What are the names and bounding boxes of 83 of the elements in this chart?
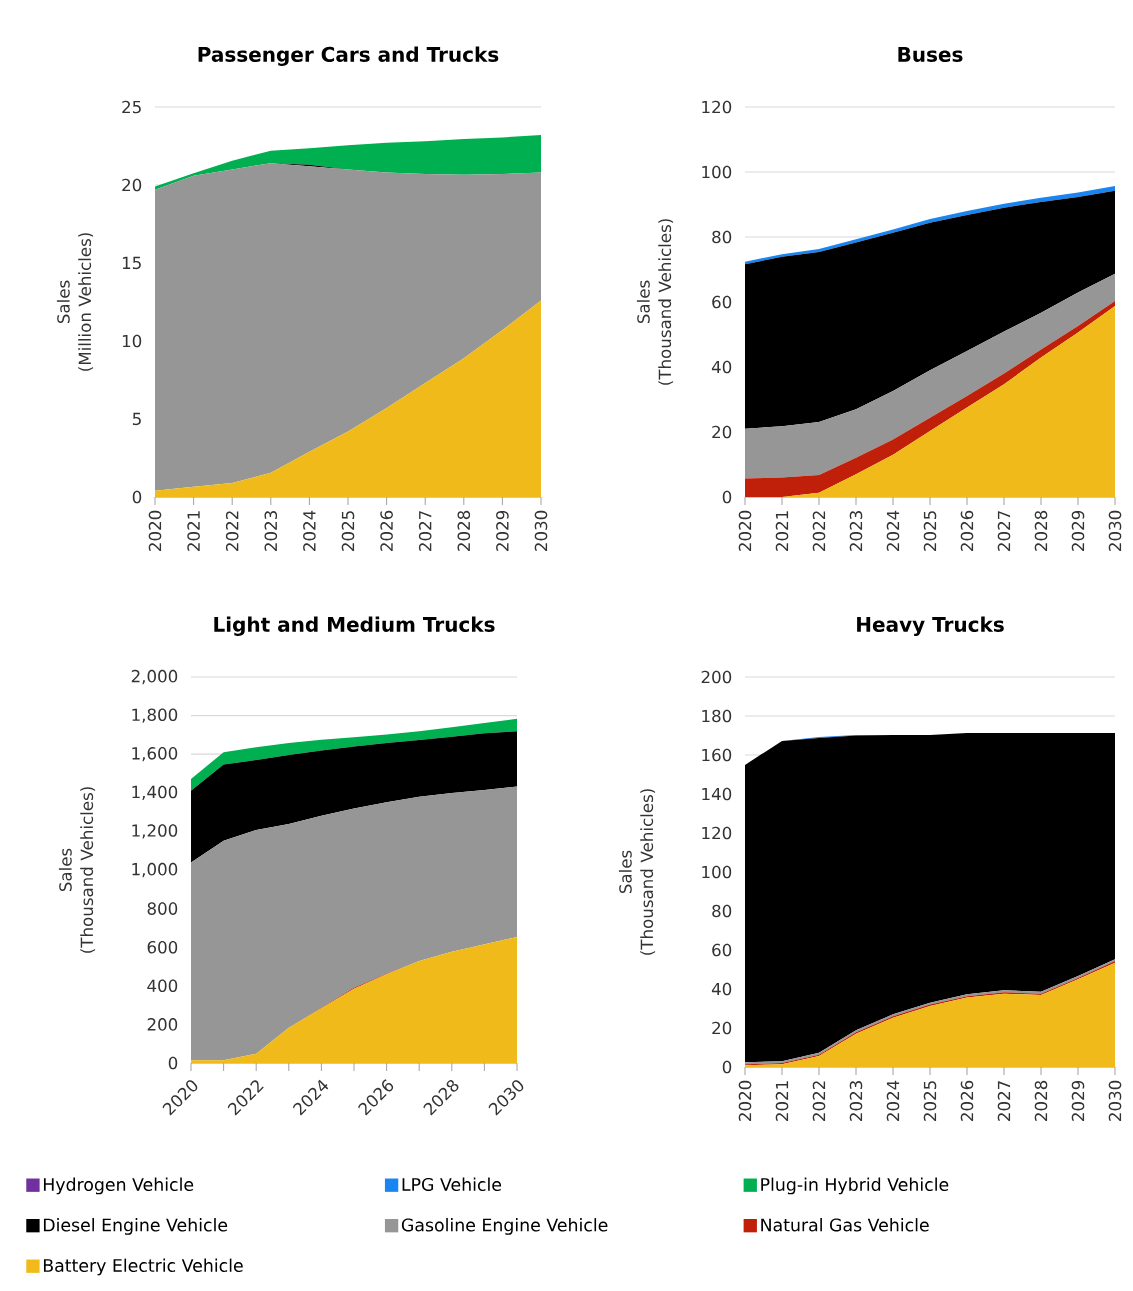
- x-tick-label: 2028: [457, 510, 471, 551]
- x-tick-label: 2027: [418, 511, 432, 551]
- y-tick-label: 100: [702, 165, 732, 179]
- x-tick-label: 2024: [303, 510, 316, 551]
- x-tick-label: 2027: [997, 511, 1011, 551]
- y-tick-label: 80: [712, 904, 732, 918]
- x-tick-label: 2023: [264, 511, 278, 551]
- legend-label: Natural Gas Vehicle: [761, 1218, 929, 1232]
- y-tick-label: 1,800: [132, 708, 178, 723]
- y-tick-label: 40: [711, 360, 732, 374]
- y-tick-label: 0: [168, 1056, 178, 1070]
- x-tick-label: 2030: [1108, 1080, 1122, 1121]
- x-tick-label: 2026: [960, 510, 974, 551]
- x-tick-label: 2027: [997, 1081, 1011, 1121]
- x-tick-label: 2023: [849, 511, 863, 551]
- x-tick-label: 2028: [1034, 510, 1048, 551]
- x-tick-label: 2025: [923, 511, 937, 551]
- x-tick-label: 2030: [534, 510, 548, 551]
- x-tick-label: 2022: [812, 511, 826, 551]
- x-tick-label: 2029: [496, 510, 509, 551]
- x-tick-label: 2022: [812, 1081, 826, 1121]
- y-tick-label: 40: [711, 982, 732, 996]
- y-tick-label: 2,000: [131, 669, 178, 685]
- y-tick-label: 0: [722, 1060, 732, 1074]
- x-tick-label: 2021: [775, 511, 789, 551]
- x-tick-label: 2025: [923, 1081, 937, 1121]
- x-tick-label: 2024: [886, 1080, 900, 1121]
- x-tick-label: 2024: [886, 510, 900, 551]
- x-tick-label: 2022: [225, 511, 239, 551]
- y-tick-label: 200: [147, 1018, 178, 1031]
- x-tick-label: 2029: [1071, 510, 1085, 551]
- y-tick-label: 0: [722, 490, 732, 504]
- chart-title: Buses: [898, 47, 963, 62]
- y-tick-label: 1,200: [132, 824, 178, 839]
- x-tick-label: 2021: [187, 511, 200, 551]
- y-tick-label: 20: [712, 1021, 732, 1035]
- legend-label: Hydrogen Vehicle: [43, 1177, 194, 1195]
- y-axis-title: Sales (Million Vehicles): [56, 233, 94, 371]
- legend-label: Battery Electric Vehicle: [43, 1258, 243, 1276]
- y-axis-title: Sales (Thousand Vehicles): [636, 219, 674, 385]
- x-tick-label: 2023: [849, 1081, 863, 1121]
- x-tick-label: 2026: [960, 1080, 974, 1121]
- legend-label: Gasoline Engine Vehicle: [401, 1218, 608, 1235]
- y-tick-label: 160: [702, 748, 732, 762]
- x-tick-label: 2029: [1071, 1080, 1085, 1121]
- y-tick-label: 100: [702, 865, 732, 879]
- y-tick-label: 60: [712, 295, 732, 309]
- y-tick-label: 600: [147, 940, 178, 954]
- y-tick-label: 180: [702, 709, 732, 723]
- y-tick-label: 10: [122, 334, 142, 348]
- y-tick-label: 20: [122, 178, 142, 192]
- y-axis-title: Sales (Thousand Vehicles): [618, 789, 656, 955]
- x-tick-label: 2020: [148, 510, 162, 551]
- y-tick-label: 1,400: [132, 785, 178, 800]
- y-tick-label: 80: [712, 230, 732, 244]
- x-tick-label: 2025: [341, 511, 355, 551]
- x-tick-label: 2030: [1108, 510, 1122, 551]
- y-tick-label: 200: [701, 670, 732, 684]
- legend-label: Plug-in Hybrid Vehicle: [761, 1177, 949, 1195]
- y-axis-title: Sales (Thousand Vehicles): [58, 787, 96, 953]
- y-tick-label: 1,600: [132, 747, 178, 762]
- y-tick-label: 0: [132, 490, 142, 504]
- y-tick-label: 140: [702, 787, 732, 801]
- x-tick-label: 2028: [1034, 1080, 1048, 1121]
- y-tick-label: 1,000: [132, 862, 178, 878]
- y-tick-label: 25: [122, 100, 141, 114]
- y-tick-label: 800: [147, 902, 178, 915]
- x-tick-label: 2020: [738, 510, 752, 551]
- legend-label: LPG Vehicle: [402, 1177, 502, 1192]
- x-tick-label: 2026: [380, 510, 393, 551]
- x-tick-label: 2021: [775, 1081, 789, 1121]
- y-tick-label: 400: [147, 979, 178, 993]
- chart-title: Passenger Cars and Trucks: [198, 46, 499, 66]
- legend-label: Diesel Engine Vehicle: [43, 1218, 228, 1235]
- y-tick-label: 5: [132, 412, 141, 426]
- y-tick-label: 120: [702, 100, 732, 114]
- y-tick-label: 15: [122, 256, 141, 270]
- y-tick-label: 120: [702, 826, 732, 840]
- x-tick-label: 2020: [738, 1080, 752, 1121]
- chart-title: Heavy Trucks: [857, 616, 1004, 636]
- chart-title: Light and Medium Trucks: [214, 616, 495, 636]
- y-tick-label: 60: [712, 943, 732, 957]
- y-tick-label: 20: [712, 425, 732, 439]
